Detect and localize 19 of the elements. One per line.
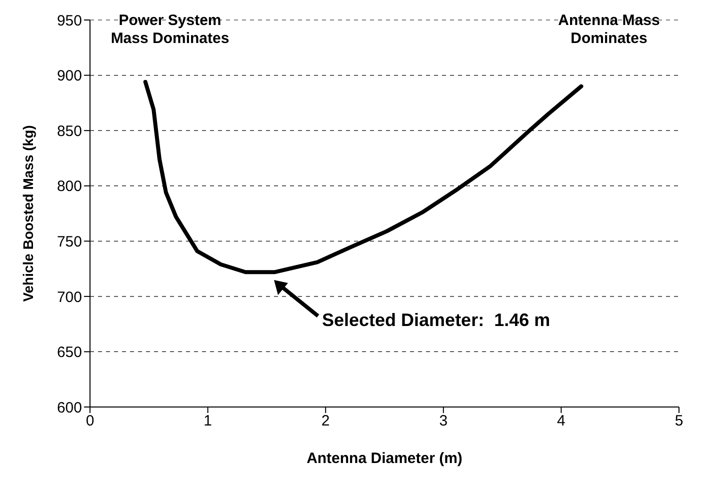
- y-tick-label: 750: [56, 233, 82, 250]
- x-tick-label: 3: [439, 412, 448, 430]
- x-tick-label: 0: [86, 412, 94, 430]
- x-axis-title: Antenna Diameter (m): [306, 450, 462, 467]
- annotation: Power System Mass Dominates: [110, 12, 230, 48]
- annotation: Selected Diameter: 1.46 m: [322, 310, 550, 331]
- y-tick-label: 800: [56, 178, 82, 196]
- y-axis-title: Vehicle Boosted Mass (kg): [20, 125, 36, 302]
- x-tick-label: 4: [557, 412, 566, 430]
- y-tick-label: 650: [56, 344, 82, 362]
- y-tick-label: 600: [56, 399, 82, 416]
- x-tick-label: 2: [321, 412, 330, 430]
- x-tick-label: 1: [204, 412, 212, 430]
- annotation: Antenna Mass Dominates: [557, 12, 661, 48]
- y-tick-label: 850: [56, 122, 82, 140]
- y-tick-label: 950: [56, 12, 82, 30]
- x-tick-label: 5: [674, 412, 684, 430]
- y-tick-label: 700: [56, 288, 82, 306]
- y-tick-label: 900: [56, 68, 82, 85]
